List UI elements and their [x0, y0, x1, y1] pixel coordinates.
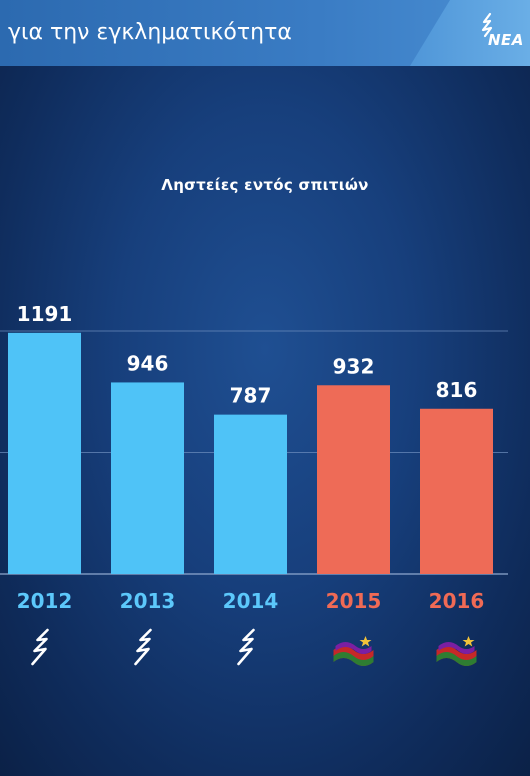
value-label-2015: 932 [333, 354, 375, 378]
chart-title: Ληστείες εντός σπιτιών [161, 176, 369, 194]
header-logo-text: ΝΕΑ [488, 31, 524, 49]
bar-2016 [420, 408, 493, 574]
flag-star [359, 636, 372, 647]
header-bar: για την εγκληματικότητα ΝΕΑ [0, 0, 530, 66]
flag-purple [335, 642, 372, 654]
value-label-2016: 816 [436, 378, 478, 402]
bar-2015 [317, 385, 390, 574]
nd-lightning-stroke [237, 628, 255, 666]
flag-green [436, 652, 477, 666]
bar-2012 [8, 332, 81, 574]
nd-lightning-stroke [31, 628, 49, 666]
flag-green [333, 652, 374, 666]
year-label-2012: 2012 [17, 589, 73, 613]
year-label-2015: 2015 [326, 589, 382, 613]
header-title: για την εγκληματικότητα [8, 20, 292, 45]
nd-logo-icon [31, 628, 49, 666]
nd-header-logo-icon [481, 12, 493, 38]
flag-star [462, 636, 475, 647]
year-label-2016: 2016 [429, 589, 485, 613]
year-label-2013: 2013 [120, 589, 176, 613]
nd-lightning-stroke [134, 628, 152, 666]
value-label-2013: 946 [127, 351, 169, 375]
nd-logo-icon [237, 628, 255, 666]
year-label-2014: 2014 [223, 589, 279, 613]
syriza-flag-icon [333, 636, 374, 666]
value-label-2014: 787 [230, 384, 272, 408]
bar-2014 [214, 414, 287, 574]
value-label-2012: 1191 [17, 302, 73, 326]
nd-logo-icon [134, 628, 152, 666]
syriza-flag-icon [436, 636, 477, 666]
bar-2013 [111, 382, 184, 574]
flag-purple [438, 642, 475, 654]
